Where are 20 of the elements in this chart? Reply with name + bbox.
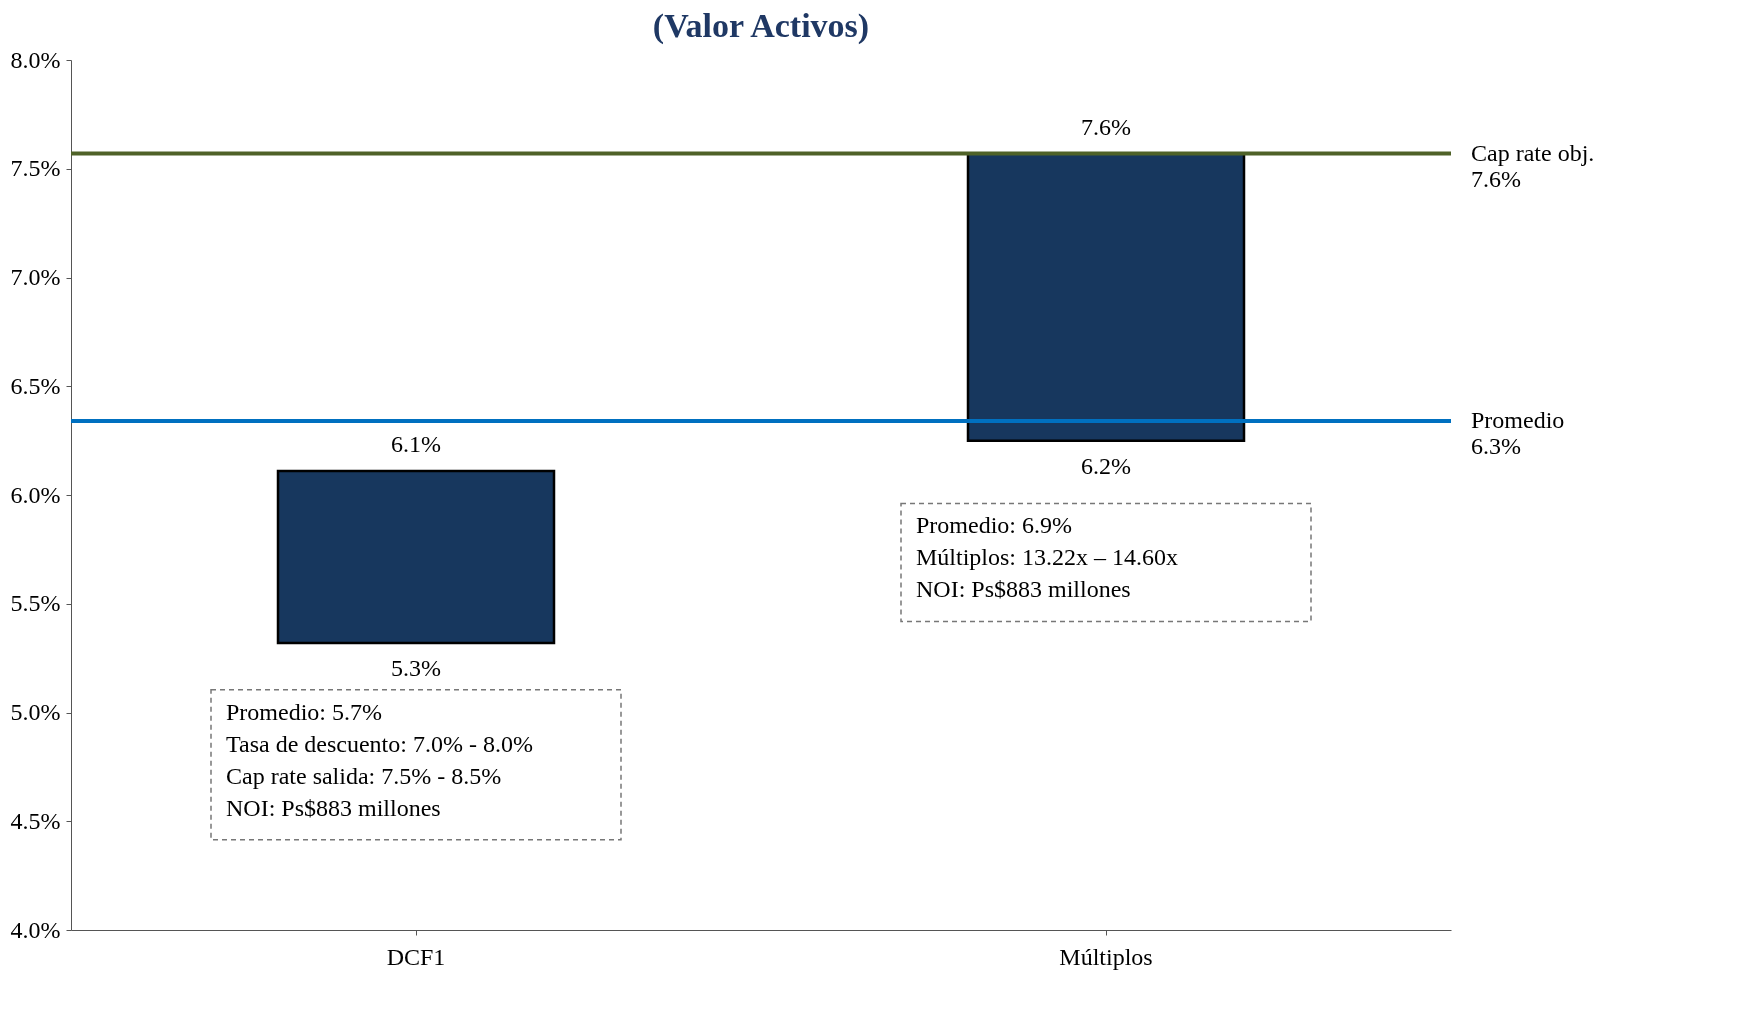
y-tick-label: 7.0% [10, 264, 61, 290]
x-tick-label: DCF1 [386, 943, 446, 970]
x-tick-label: Múltiplos [1059, 943, 1153, 970]
chart-title: (Valor Activos) [652, 7, 870, 45]
ref-line-label: Promedio 6.3% [1471, 407, 1565, 460]
y-tick-label: 5.5% [10, 590, 61, 617]
annotation: 6.2% [1081, 452, 1131, 479]
annotation: 6.1% [391, 431, 441, 458]
annotation: Promedio: 6.9% Múltiplos: 13.22x – 14.60x NOI: Ps$883 millones [916, 512, 1179, 603]
annotation: 7.6% [1081, 113, 1131, 140]
y-tick-label: 8.0% [10, 46, 61, 73]
y-tick-label: 7.5% [10, 155, 61, 182]
y-tick-label: 6.0% [10, 481, 61, 508]
annotation: Promedio: 5.7% Tasa de descuento: 7.0% - 8.0% Cap rate salida: 7.5% - 8.5% NOI: Ps$883 millones [226, 698, 533, 821]
annotation: 5.3% [391, 654, 441, 681]
y-tick-label: 4.5% [10, 807, 61, 834]
y-tick-label: 6.5% [10, 372, 61, 399]
y-tick-label: 5.0% [10, 699, 61, 725]
ref-line-label: Cap rate obj. 7.6% [1471, 139, 1595, 192]
y-tick-label: 4.0% [10, 916, 61, 943]
